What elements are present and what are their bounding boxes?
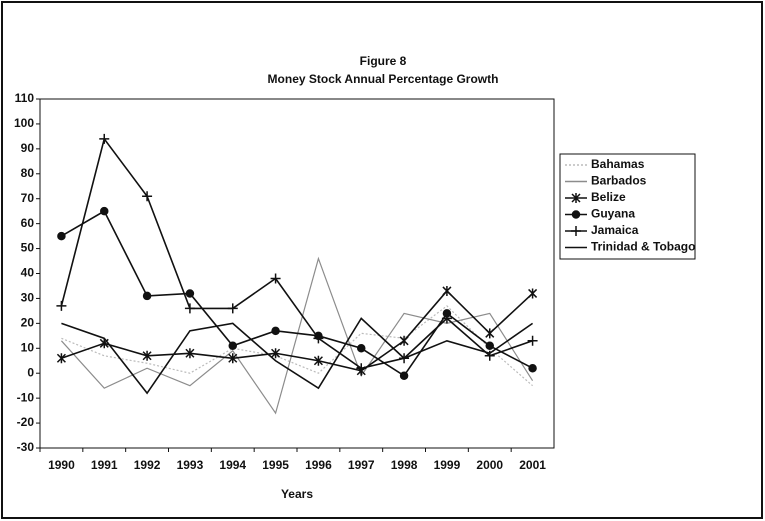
y-tick-label: 70 (21, 191, 35, 205)
marker (571, 226, 581, 236)
marker (142, 291, 152, 301)
x-tick-label: 2000 (476, 458, 503, 472)
x-axis-label: Years (281, 487, 313, 501)
series-line (60, 256, 534, 415)
marker (142, 350, 152, 361)
marker (271, 348, 281, 359)
x-tick-label: 1993 (177, 458, 204, 472)
series-line (61, 210, 533, 377)
marker (571, 193, 581, 203)
y-tick-label: 50 (21, 241, 35, 255)
x-tick-label: 1999 (434, 458, 461, 472)
y-tick-label: 90 (21, 141, 35, 155)
marker (100, 206, 109, 216)
legend-box (559, 153, 696, 260)
x-tick-label: 1990 (48, 458, 75, 472)
legend-label: Belize (591, 190, 626, 204)
marker (142, 191, 153, 202)
marker (485, 341, 494, 351)
marker (571, 210, 581, 219)
y-tick-label: 60 (21, 216, 35, 230)
series-line (61, 317, 534, 395)
marker (56, 300, 67, 311)
legend-label: Jamaica (591, 223, 639, 237)
marker (399, 335, 409, 346)
marker (442, 285, 452, 296)
y-tick-label: -30 (17, 440, 35, 454)
marker (270, 273, 281, 284)
y-tick-label: 10 (21, 340, 35, 354)
marker (271, 326, 280, 336)
chart-subtitle: Money Stock Annual Percentage Growth (268, 72, 499, 86)
marker (357, 344, 366, 353)
marker (184, 303, 195, 314)
x-tick-label: 1998 (391, 458, 418, 472)
y-tick-label: 20 (21, 316, 35, 330)
marker (356, 363, 367, 374)
y-tick-label: 30 (21, 291, 35, 305)
series-line (60, 137, 533, 370)
y-tick-label: -20 (17, 415, 35, 429)
y-tick-label: -10 (17, 390, 35, 404)
marker (228, 341, 237, 351)
y-tick-label: 0 (27, 365, 34, 379)
legend-label: Barbados (591, 174, 647, 188)
marker (399, 371, 409, 380)
legend-label: Guyana (591, 207, 635, 221)
x-tick-label: 1992 (134, 458, 161, 472)
legend-label: Trinidad & Tobago (591, 240, 695, 254)
y-tick-label: 110 (15, 91, 35, 105)
marker (99, 133, 110, 144)
marker (313, 333, 324, 344)
marker (527, 335, 538, 346)
chart-title: Figure 8 (360, 54, 407, 68)
y-tick-label: 80 (21, 166, 35, 180)
y-tick-label: 100 (14, 116, 34, 130)
x-tick-label: 1996 (305, 458, 332, 472)
marker (227, 303, 238, 314)
marker (528, 288, 538, 299)
series-line (61, 289, 534, 372)
x-tick-label: 2001 (519, 458, 546, 472)
marker (441, 313, 452, 324)
x-tick-label: 1995 (262, 458, 289, 472)
x-tick-label: 1997 (348, 458, 375, 472)
marker (228, 353, 238, 364)
legend-label: Bahamas (591, 157, 645, 171)
x-tick-label: 1991 (91, 458, 118, 472)
y-tick-label: 40 (21, 266, 35, 280)
marker (56, 353, 66, 364)
series-line (61, 305, 533, 387)
marker (185, 348, 195, 359)
x-tick-label: 1994 (219, 458, 246, 472)
marker (313, 355, 323, 366)
marker (57, 231, 66, 241)
marker (485, 328, 495, 339)
marker (528, 363, 537, 373)
marker (185, 289, 195, 298)
